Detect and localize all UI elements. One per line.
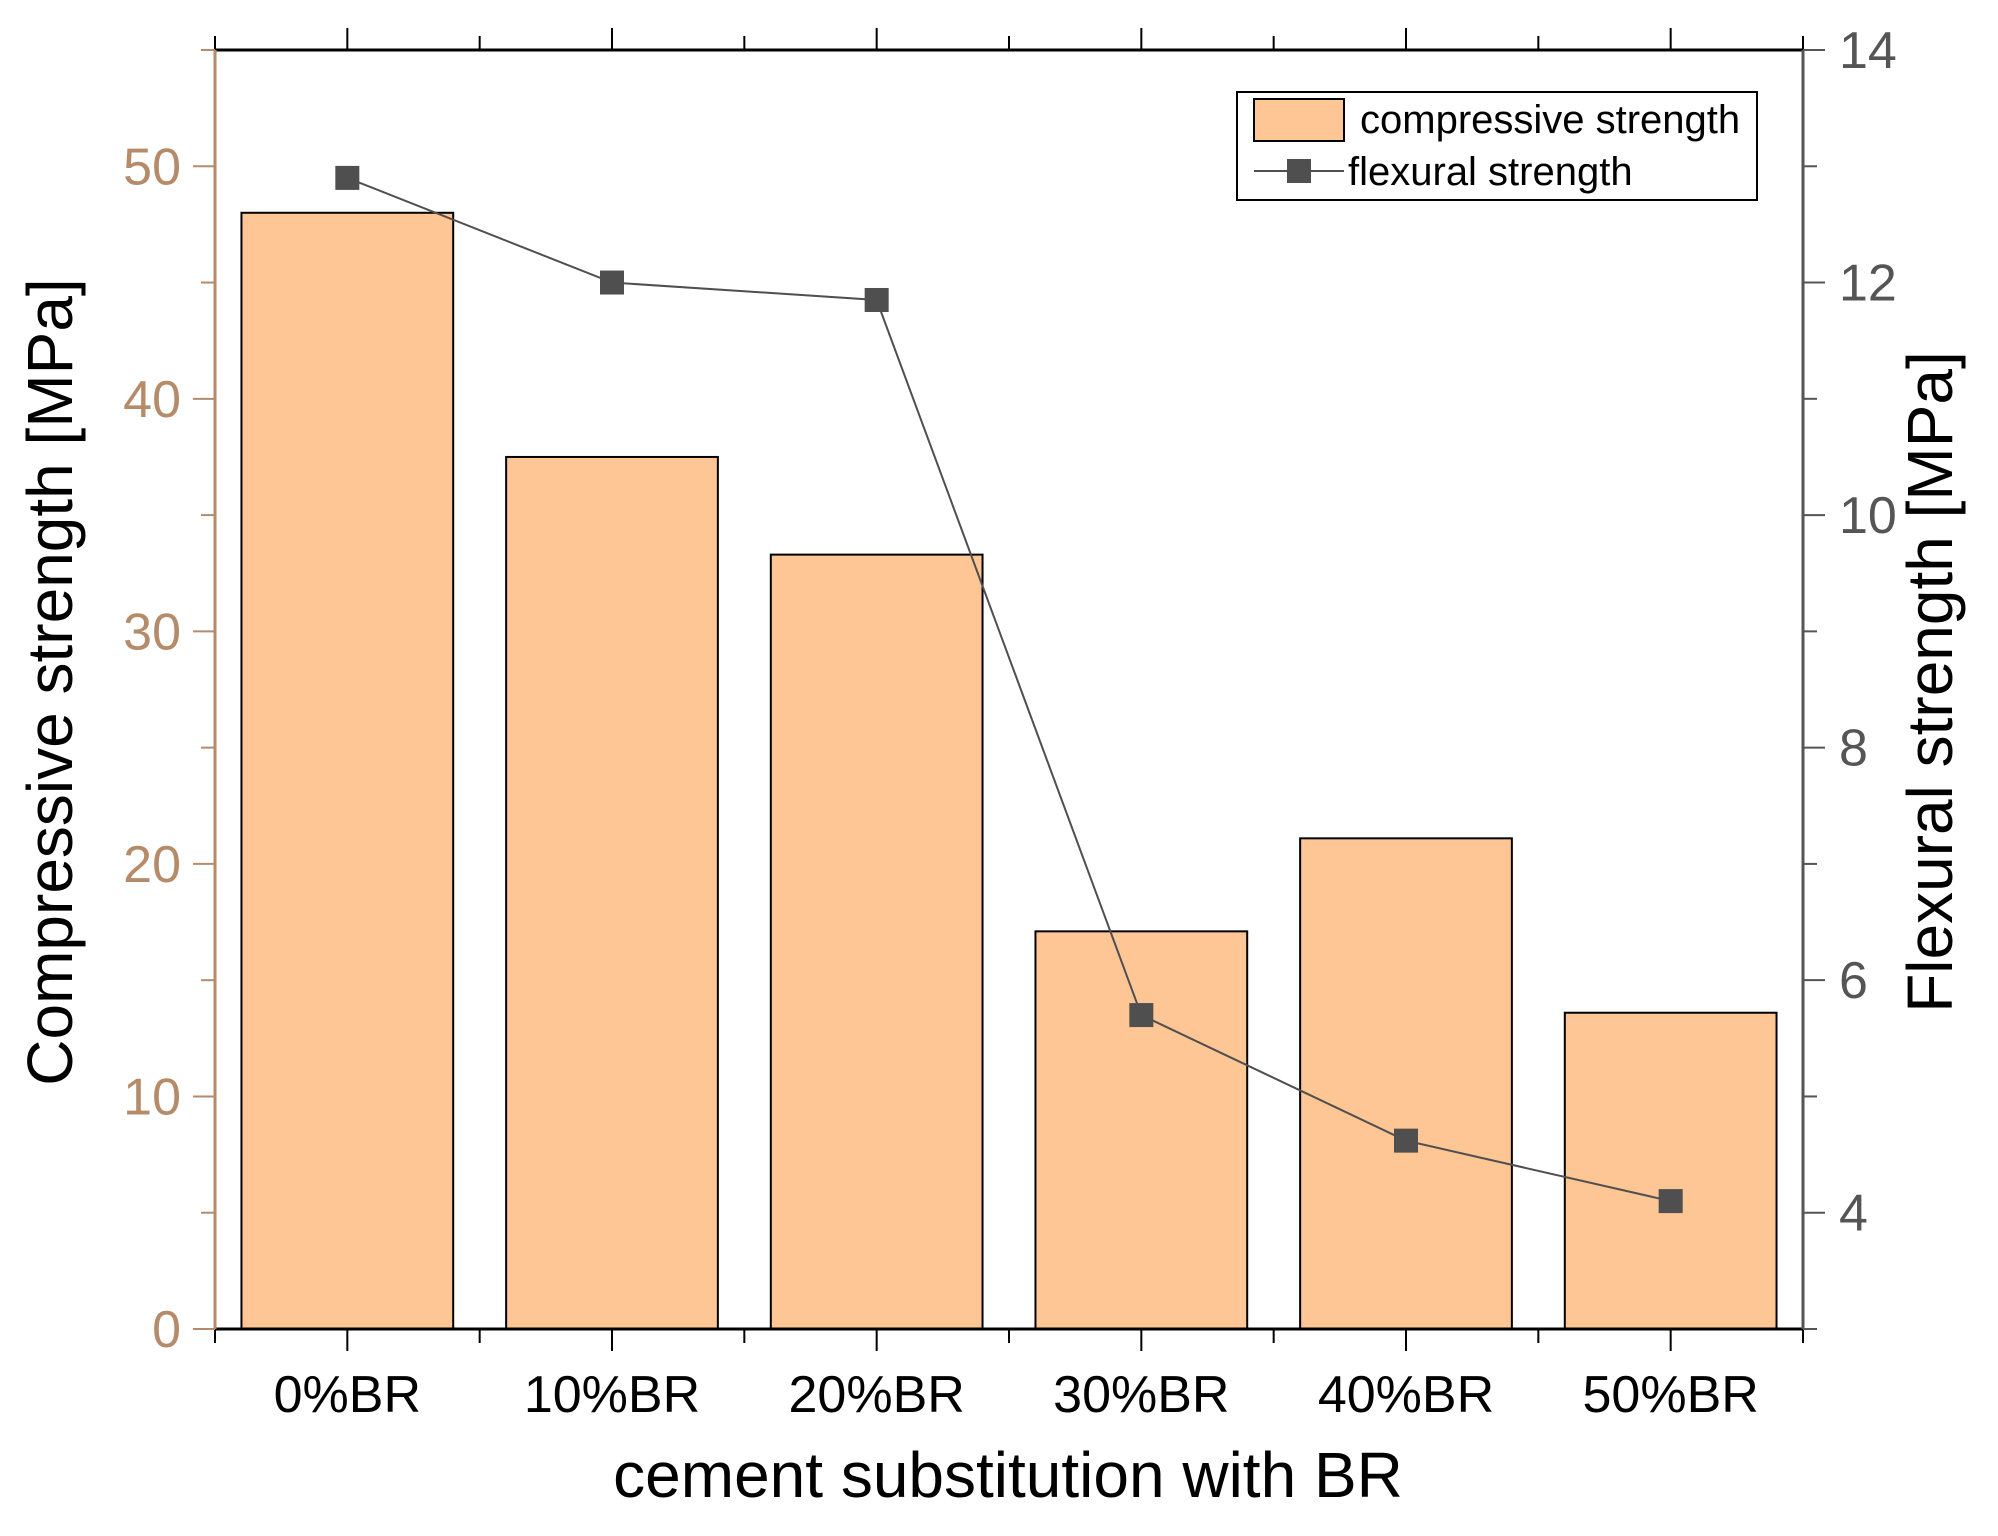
flexural-marker-50pctbr xyxy=(1658,1189,1683,1214)
bar-compressive-30pctbr xyxy=(1034,930,1249,1331)
left-y-tick-label: 40 xyxy=(123,371,181,429)
flexural-line-layer xyxy=(335,165,1683,1214)
flexural-marker-0pctbr xyxy=(335,165,360,190)
x-tick-label: 50%BR xyxy=(1583,1366,1759,1424)
legend-marker-swatch xyxy=(1287,159,1311,183)
flexural-marker-30pctbr xyxy=(1129,1003,1154,1028)
bars-layer xyxy=(240,211,1778,1331)
legend-label-flexural: flexural strength xyxy=(1348,150,1633,194)
flexural-marker-10pctbr xyxy=(600,270,624,295)
legend: compressive strength flexural strength xyxy=(1236,91,1758,201)
left-y-tick-label: 10 xyxy=(123,1068,181,1126)
x-tick-label: 40%BR xyxy=(1318,1366,1494,1424)
x-tick-label: 10%BR xyxy=(524,1366,700,1424)
flexural-marker-20pctbr xyxy=(864,287,889,312)
flexural-strength-line xyxy=(346,176,1671,1203)
right-y-tick-label: 10 xyxy=(1839,487,1897,545)
right-y-tick-label: 4 xyxy=(1839,1185,1868,1243)
x-axis-title: cement substitution with BR xyxy=(613,1439,1403,1511)
legend-label-compressive: compressive strength xyxy=(1360,98,1740,142)
right-y-tick-label: 14 xyxy=(1839,22,1897,80)
left-y-axis-title: Compressive strength [MPa] xyxy=(14,278,86,1085)
bar-compressive-0pctbr xyxy=(240,211,455,1330)
left-y-tick-label: 50 xyxy=(123,138,181,196)
legend-bar-swatch xyxy=(1253,98,1345,142)
bar-compressive-40pctbr xyxy=(1299,837,1513,1330)
x-tick-label: 0%BR xyxy=(274,1366,421,1424)
x-tick-label: 30%BR xyxy=(1053,1366,1229,1424)
axes-layer: 0%BR 10%BR 20%BR 30%BR 40%BR 50%BR 0 10 20 30 40 50… xyxy=(123,22,1897,1424)
x-tick-label: 20%BR xyxy=(789,1366,965,1424)
left-y-tick-label: 30 xyxy=(123,603,181,661)
left-y-tick-label: 0 xyxy=(152,1301,181,1359)
right-y-axis-title: Flexural strength [MPa] xyxy=(1894,351,1966,1013)
left-y-tick-label: 20 xyxy=(123,836,181,894)
flexural-marker-40pctbr xyxy=(1394,1128,1418,1153)
right-y-tick-label: 6 xyxy=(1839,952,1868,1010)
bar-compressive-50pctbr xyxy=(1563,1011,1778,1330)
right-y-tick-label: 8 xyxy=(1839,720,1868,778)
bar-compressive-20pctbr xyxy=(769,553,984,1330)
bar-compressive-10pctbr xyxy=(505,455,719,1331)
right-y-tick-label: 12 xyxy=(1839,255,1897,313)
